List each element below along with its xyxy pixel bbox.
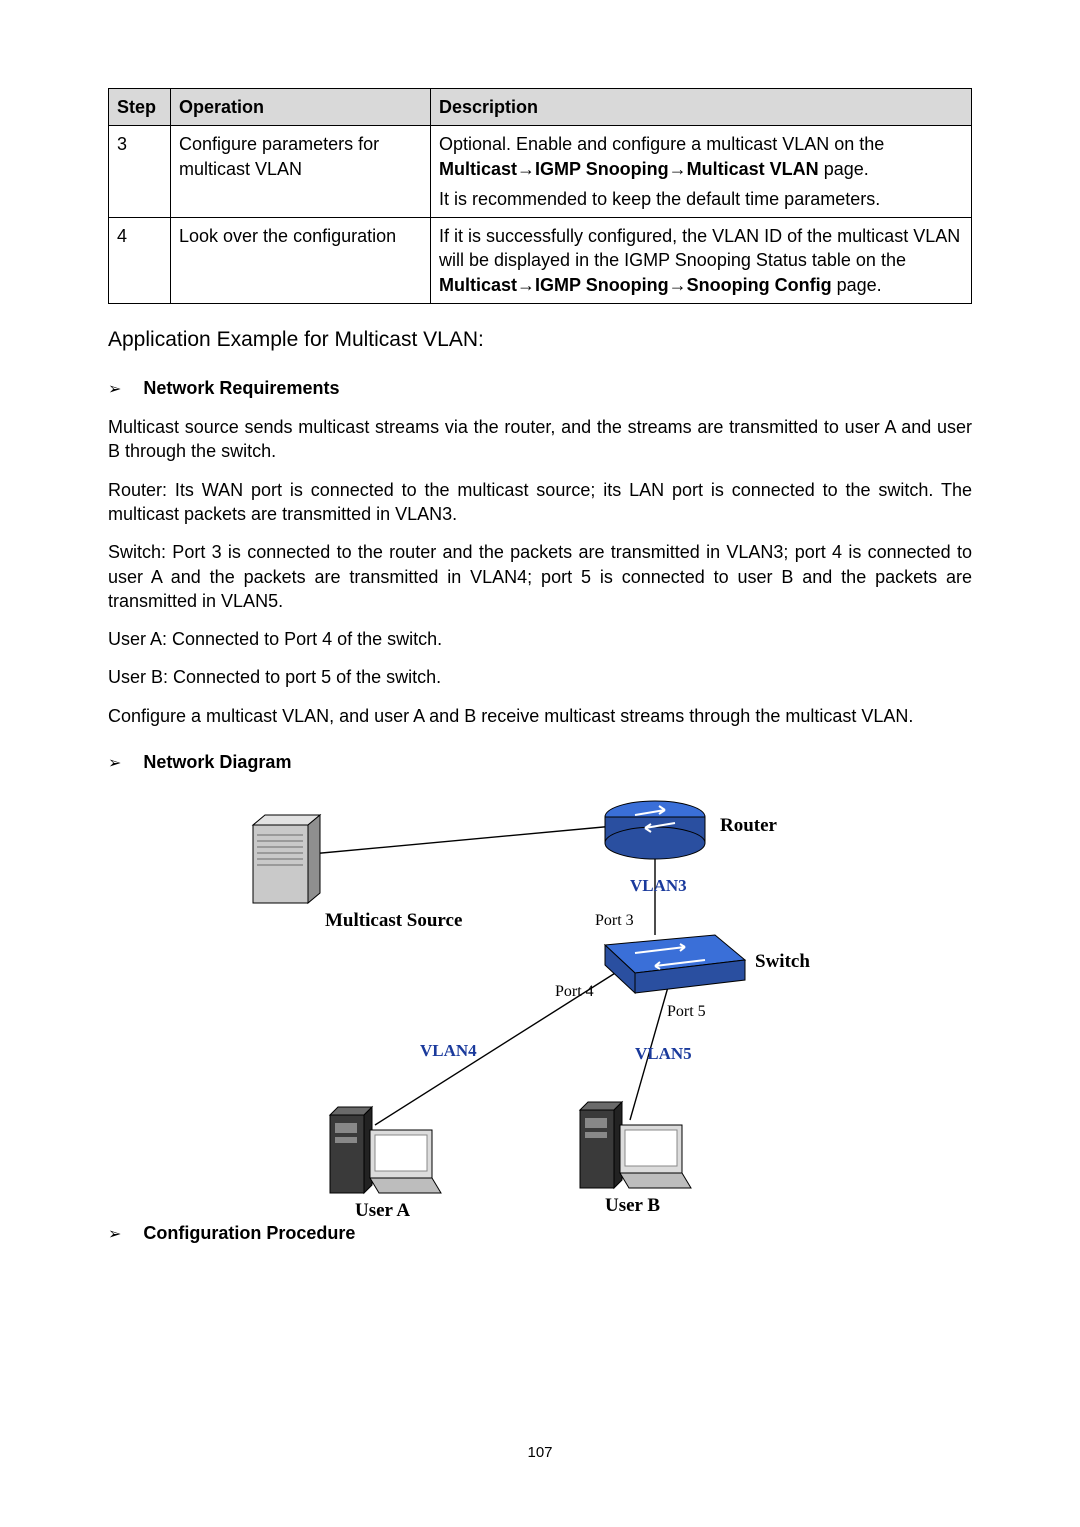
bullet-network-diagram: ➢ Network Diagram [108, 750, 972, 775]
paragraph: Multicast source sends multicast streams… [108, 415, 972, 464]
th-operation: Operation [171, 89, 431, 126]
cell-step: 4 [109, 218, 171, 304]
label-user-a: User A [355, 1198, 410, 1224]
paragraph: User B: Connected to port 5 of the switc… [108, 665, 972, 689]
user-b-icon [580, 1102, 691, 1188]
cell-step: 3 [109, 126, 171, 218]
diagram-svg [235, 785, 845, 1215]
th-step: Step [109, 89, 171, 126]
bullet-icon: ➢ [108, 1224, 121, 1246]
desc-bold: Multicast→IGMP Snooping→Snooping Config [439, 275, 832, 295]
router-icon [605, 801, 705, 859]
label-vlan4: VLAN4 [420, 1040, 477, 1063]
table-row: 4 Look over the configuration If it is s… [109, 218, 972, 304]
paragraph: Configure a multicast VLAN, and user A a… [108, 704, 972, 728]
th-description: Description [431, 89, 972, 126]
network-diagram: Router Switch Multicast Source User A Us… [235, 785, 845, 1215]
table-row: 3 Configure parameters for multicast VLA… [109, 126, 972, 218]
switch-icon [605, 935, 745, 993]
bullet-config-procedure: ➢ Configuration Procedure [108, 1221, 972, 1246]
table-header-row: Step Operation Description [109, 89, 972, 126]
bullet-label: Configuration Procedure [143, 1221, 355, 1245]
label-router: Router [720, 813, 777, 839]
paragraph: User A: Connected to Port 4 of the switc… [108, 627, 972, 651]
desc-text: page. [832, 275, 882, 295]
paragraph: Router: Its WAN port is connected to the… [108, 478, 972, 527]
cell-description: If it is successfully configured, the VL… [431, 218, 972, 304]
section-title: Application Example for Multicast VLAN: [108, 326, 972, 354]
label-port5: Port 5 [667, 1001, 706, 1023]
label-multicast-source: Multicast Source [325, 908, 462, 934]
label-switch: Switch [755, 949, 810, 975]
label-user-b: User B [605, 1193, 660, 1219]
cell-operation: Look over the configuration [171, 218, 431, 304]
cell-operation: Configure parameters for multicast VLAN [171, 126, 431, 218]
label-port4: Port 4 [555, 981, 594, 1003]
paragraph: Switch: Port 3 is connected to the route… [108, 540, 972, 613]
desc-text: Optional. Enable and configure a multica… [439, 134, 884, 154]
desc-text: page. [819, 159, 869, 179]
cell-description: Optional. Enable and configure a multica… [431, 126, 972, 218]
server-icon [253, 815, 320, 903]
bullet-label: Network Requirements [143, 376, 339, 400]
config-table: Step Operation Description 3 Configure p… [108, 88, 972, 304]
label-vlan3: VLAN3 [630, 875, 687, 898]
page-number: 107 [0, 1443, 1080, 1463]
label-port3: Port 3 [595, 910, 634, 932]
bullet-network-requirements: ➢ Network Requirements [108, 376, 972, 401]
bullet-label: Network Diagram [143, 750, 291, 774]
user-a-icon [330, 1107, 441, 1193]
bullet-icon: ➢ [108, 379, 121, 401]
label-vlan5: VLAN5 [635, 1043, 692, 1066]
bullet-icon: ➢ [108, 753, 121, 775]
desc-text: It is recommended to keep the default ti… [439, 189, 880, 209]
desc-bold: Multicast→IGMP Snooping→Multicast VLAN [439, 159, 819, 179]
desc-text: If it is successfully configured, the VL… [439, 226, 960, 270]
